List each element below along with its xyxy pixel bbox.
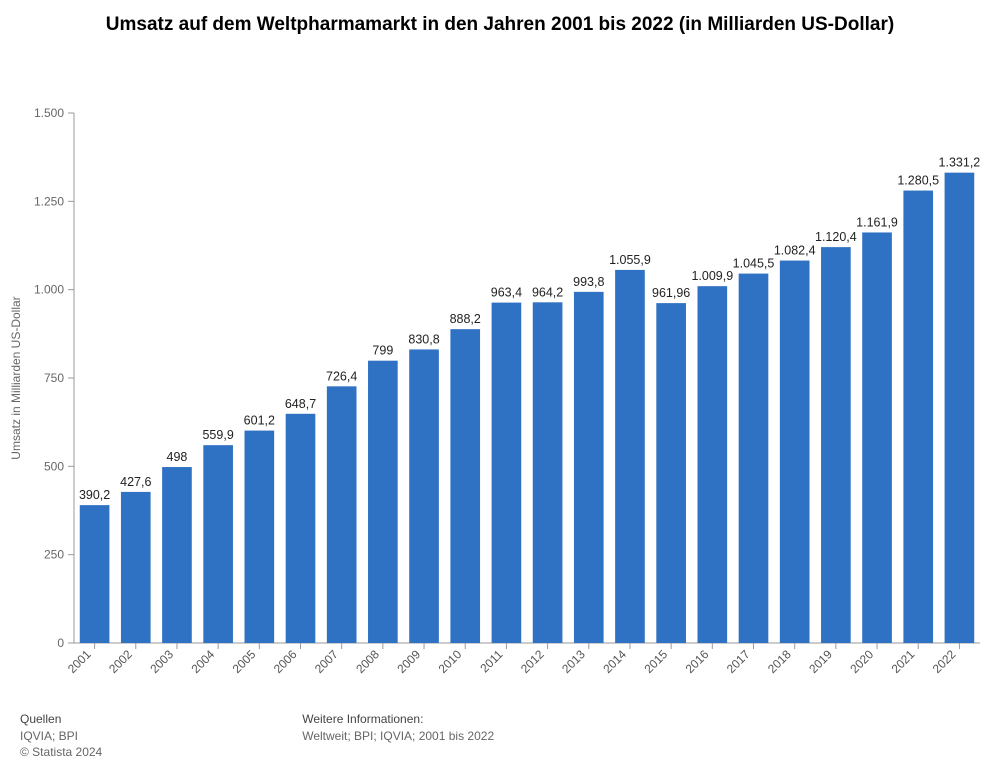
svg-text:500: 500 bbox=[44, 459, 64, 473]
footer-sources: Quellen IQVIA; BPI © Statista 2024 bbox=[20, 712, 102, 761]
svg-text:2010: 2010 bbox=[436, 647, 465, 676]
svg-text:888,2: 888,2 bbox=[450, 312, 481, 326]
svg-text:964,2: 964,2 bbox=[532, 285, 563, 299]
svg-text:Umsatz in Milliarden US-Dollar: Umsatz in Milliarden US-Dollar bbox=[9, 296, 23, 459]
svg-text:2012: 2012 bbox=[518, 647, 547, 676]
svg-text:1.009,9: 1.009,9 bbox=[691, 269, 733, 283]
svg-text:2013: 2013 bbox=[559, 647, 588, 676]
svg-text:1.331,2: 1.331,2 bbox=[939, 155, 981, 169]
svg-text:2020: 2020 bbox=[847, 647, 876, 676]
svg-text:2002: 2002 bbox=[106, 647, 135, 676]
svg-text:2019: 2019 bbox=[806, 647, 835, 676]
svg-text:963,4: 963,4 bbox=[491, 285, 522, 299]
info-heading: Weitere Informationen: bbox=[302, 712, 494, 726]
svg-text:601,2: 601,2 bbox=[244, 413, 275, 427]
svg-text:2022: 2022 bbox=[930, 647, 959, 676]
svg-text:2008: 2008 bbox=[353, 647, 382, 676]
info-line: Weltweit; BPI; IQVIA; 2001 bis 2022 bbox=[302, 728, 494, 745]
svg-text:2021: 2021 bbox=[889, 647, 918, 676]
svg-text:2001: 2001 bbox=[65, 647, 94, 676]
svg-text:2004: 2004 bbox=[188, 647, 217, 676]
svg-text:2003: 2003 bbox=[147, 647, 176, 676]
svg-text:2006: 2006 bbox=[271, 647, 300, 676]
svg-text:2018: 2018 bbox=[765, 647, 794, 676]
svg-text:1.082,4: 1.082,4 bbox=[774, 243, 816, 257]
svg-text:250: 250 bbox=[44, 547, 64, 561]
svg-text:993,8: 993,8 bbox=[573, 274, 604, 288]
copyright-line: © Statista 2024 bbox=[20, 744, 102, 761]
svg-text:1.280,5: 1.280,5 bbox=[897, 173, 939, 187]
svg-text:427,6: 427,6 bbox=[120, 475, 151, 489]
svg-text:1.250: 1.250 bbox=[34, 194, 64, 208]
svg-text:2017: 2017 bbox=[724, 647, 753, 676]
svg-text:1.000: 1.000 bbox=[34, 282, 64, 296]
sources-line: IQVIA; BPI bbox=[20, 728, 102, 745]
svg-text:1.120,4: 1.120,4 bbox=[815, 230, 857, 244]
svg-text:0: 0 bbox=[57, 636, 64, 650]
svg-text:2016: 2016 bbox=[683, 647, 712, 676]
svg-text:799: 799 bbox=[372, 343, 393, 357]
svg-text:1.500: 1.500 bbox=[34, 106, 64, 120]
chart-area: 0 250 500 750 1.000 1.250 1.500 Umsatz in Milli… bbox=[0, 38, 1000, 708]
svg-text:648,7: 648,7 bbox=[285, 396, 316, 410]
svg-text:390,2: 390,2 bbox=[79, 488, 110, 502]
svg-text:2015: 2015 bbox=[641, 647, 670, 676]
svg-text:1.045,5: 1.045,5 bbox=[733, 256, 775, 270]
svg-text:726,4: 726,4 bbox=[326, 369, 357, 383]
svg-text:2009: 2009 bbox=[394, 647, 423, 676]
footer-info: Weitere Informationen: Weltweit; BPI; IQ… bbox=[302, 712, 494, 761]
svg-text:2014: 2014 bbox=[600, 647, 629, 676]
svg-text:1.055,9: 1.055,9 bbox=[609, 253, 651, 267]
footer: Quellen IQVIA; BPI © Statista 2024 Weite… bbox=[0, 708, 1000, 761]
sources-heading: Quellen bbox=[20, 712, 102, 726]
bar-chart: 0 250 500 750 1.000 1.250 1.500 Umsatz in Milli… bbox=[0, 38, 1000, 708]
svg-text:559,9: 559,9 bbox=[202, 428, 233, 442]
svg-text:2007: 2007 bbox=[312, 647, 341, 676]
svg-text:830,8: 830,8 bbox=[408, 332, 439, 346]
chart-title: Umsatz auf dem Weltpharmamarkt in den Ja… bbox=[0, 0, 1000, 38]
svg-text:498: 498 bbox=[167, 450, 188, 464]
svg-text:750: 750 bbox=[44, 371, 64, 385]
svg-text:961,96: 961,96 bbox=[652, 286, 690, 300]
svg-text:2005: 2005 bbox=[230, 647, 259, 676]
svg-text:1.161,9: 1.161,9 bbox=[856, 215, 898, 229]
svg-text:2011: 2011 bbox=[477, 647, 505, 675]
